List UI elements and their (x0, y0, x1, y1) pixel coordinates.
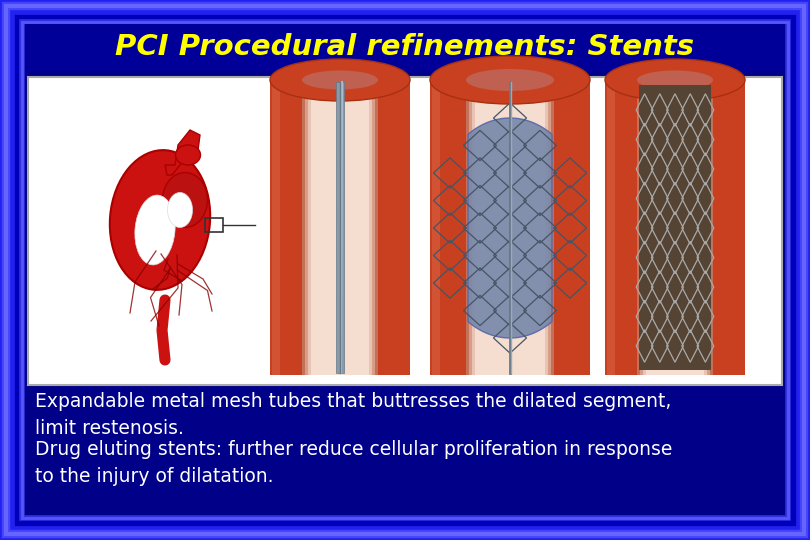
Polygon shape (302, 80, 311, 375)
Polygon shape (30, 79, 270, 383)
FancyBboxPatch shape (28, 77, 782, 385)
Polygon shape (272, 80, 280, 375)
Polygon shape (466, 80, 472, 375)
Polygon shape (704, 80, 713, 375)
Polygon shape (548, 80, 554, 375)
Polygon shape (605, 80, 637, 375)
Polygon shape (302, 80, 308, 375)
Polygon shape (270, 80, 302, 375)
Polygon shape (710, 80, 713, 375)
Polygon shape (554, 80, 590, 375)
Polygon shape (545, 80, 554, 375)
Polygon shape (637, 80, 643, 375)
Ellipse shape (302, 71, 378, 90)
FancyBboxPatch shape (3, 3, 807, 537)
Ellipse shape (176, 145, 201, 165)
Polygon shape (165, 130, 200, 175)
Polygon shape (637, 80, 713, 375)
Polygon shape (369, 80, 378, 375)
Ellipse shape (134, 195, 175, 265)
Polygon shape (302, 80, 378, 375)
Polygon shape (466, 80, 475, 375)
Polygon shape (375, 80, 378, 375)
Text: Expandable metal mesh tubes that buttresses the dilated segment,
limit restenosi: Expandable metal mesh tubes that buttres… (35, 392, 671, 437)
Polygon shape (430, 80, 466, 375)
FancyBboxPatch shape (20, 20, 790, 520)
Polygon shape (432, 80, 440, 375)
Ellipse shape (466, 69, 554, 91)
Polygon shape (639, 85, 711, 370)
Ellipse shape (637, 71, 713, 90)
Polygon shape (336, 82, 344, 373)
Polygon shape (637, 80, 640, 375)
Polygon shape (551, 80, 554, 375)
Text: Drug eluting stents: further reduce cellular proliferation in response
to the in: Drug eluting stents: further reduce cell… (35, 440, 672, 485)
Ellipse shape (430, 56, 590, 104)
Polygon shape (466, 80, 554, 375)
Ellipse shape (605, 59, 745, 101)
Polygon shape (707, 80, 713, 375)
Ellipse shape (168, 192, 193, 227)
Text: PCI Procedural refinements: Stents: PCI Procedural refinements: Stents (116, 33, 694, 61)
Polygon shape (378, 80, 410, 375)
Ellipse shape (110, 150, 210, 290)
Polygon shape (372, 80, 378, 375)
Polygon shape (468, 118, 552, 338)
Polygon shape (466, 80, 469, 375)
FancyBboxPatch shape (25, 24, 785, 72)
Polygon shape (607, 80, 615, 375)
Polygon shape (637, 80, 646, 375)
Polygon shape (302, 80, 305, 375)
Ellipse shape (270, 59, 410, 101)
Ellipse shape (163, 172, 207, 227)
Polygon shape (713, 80, 745, 375)
